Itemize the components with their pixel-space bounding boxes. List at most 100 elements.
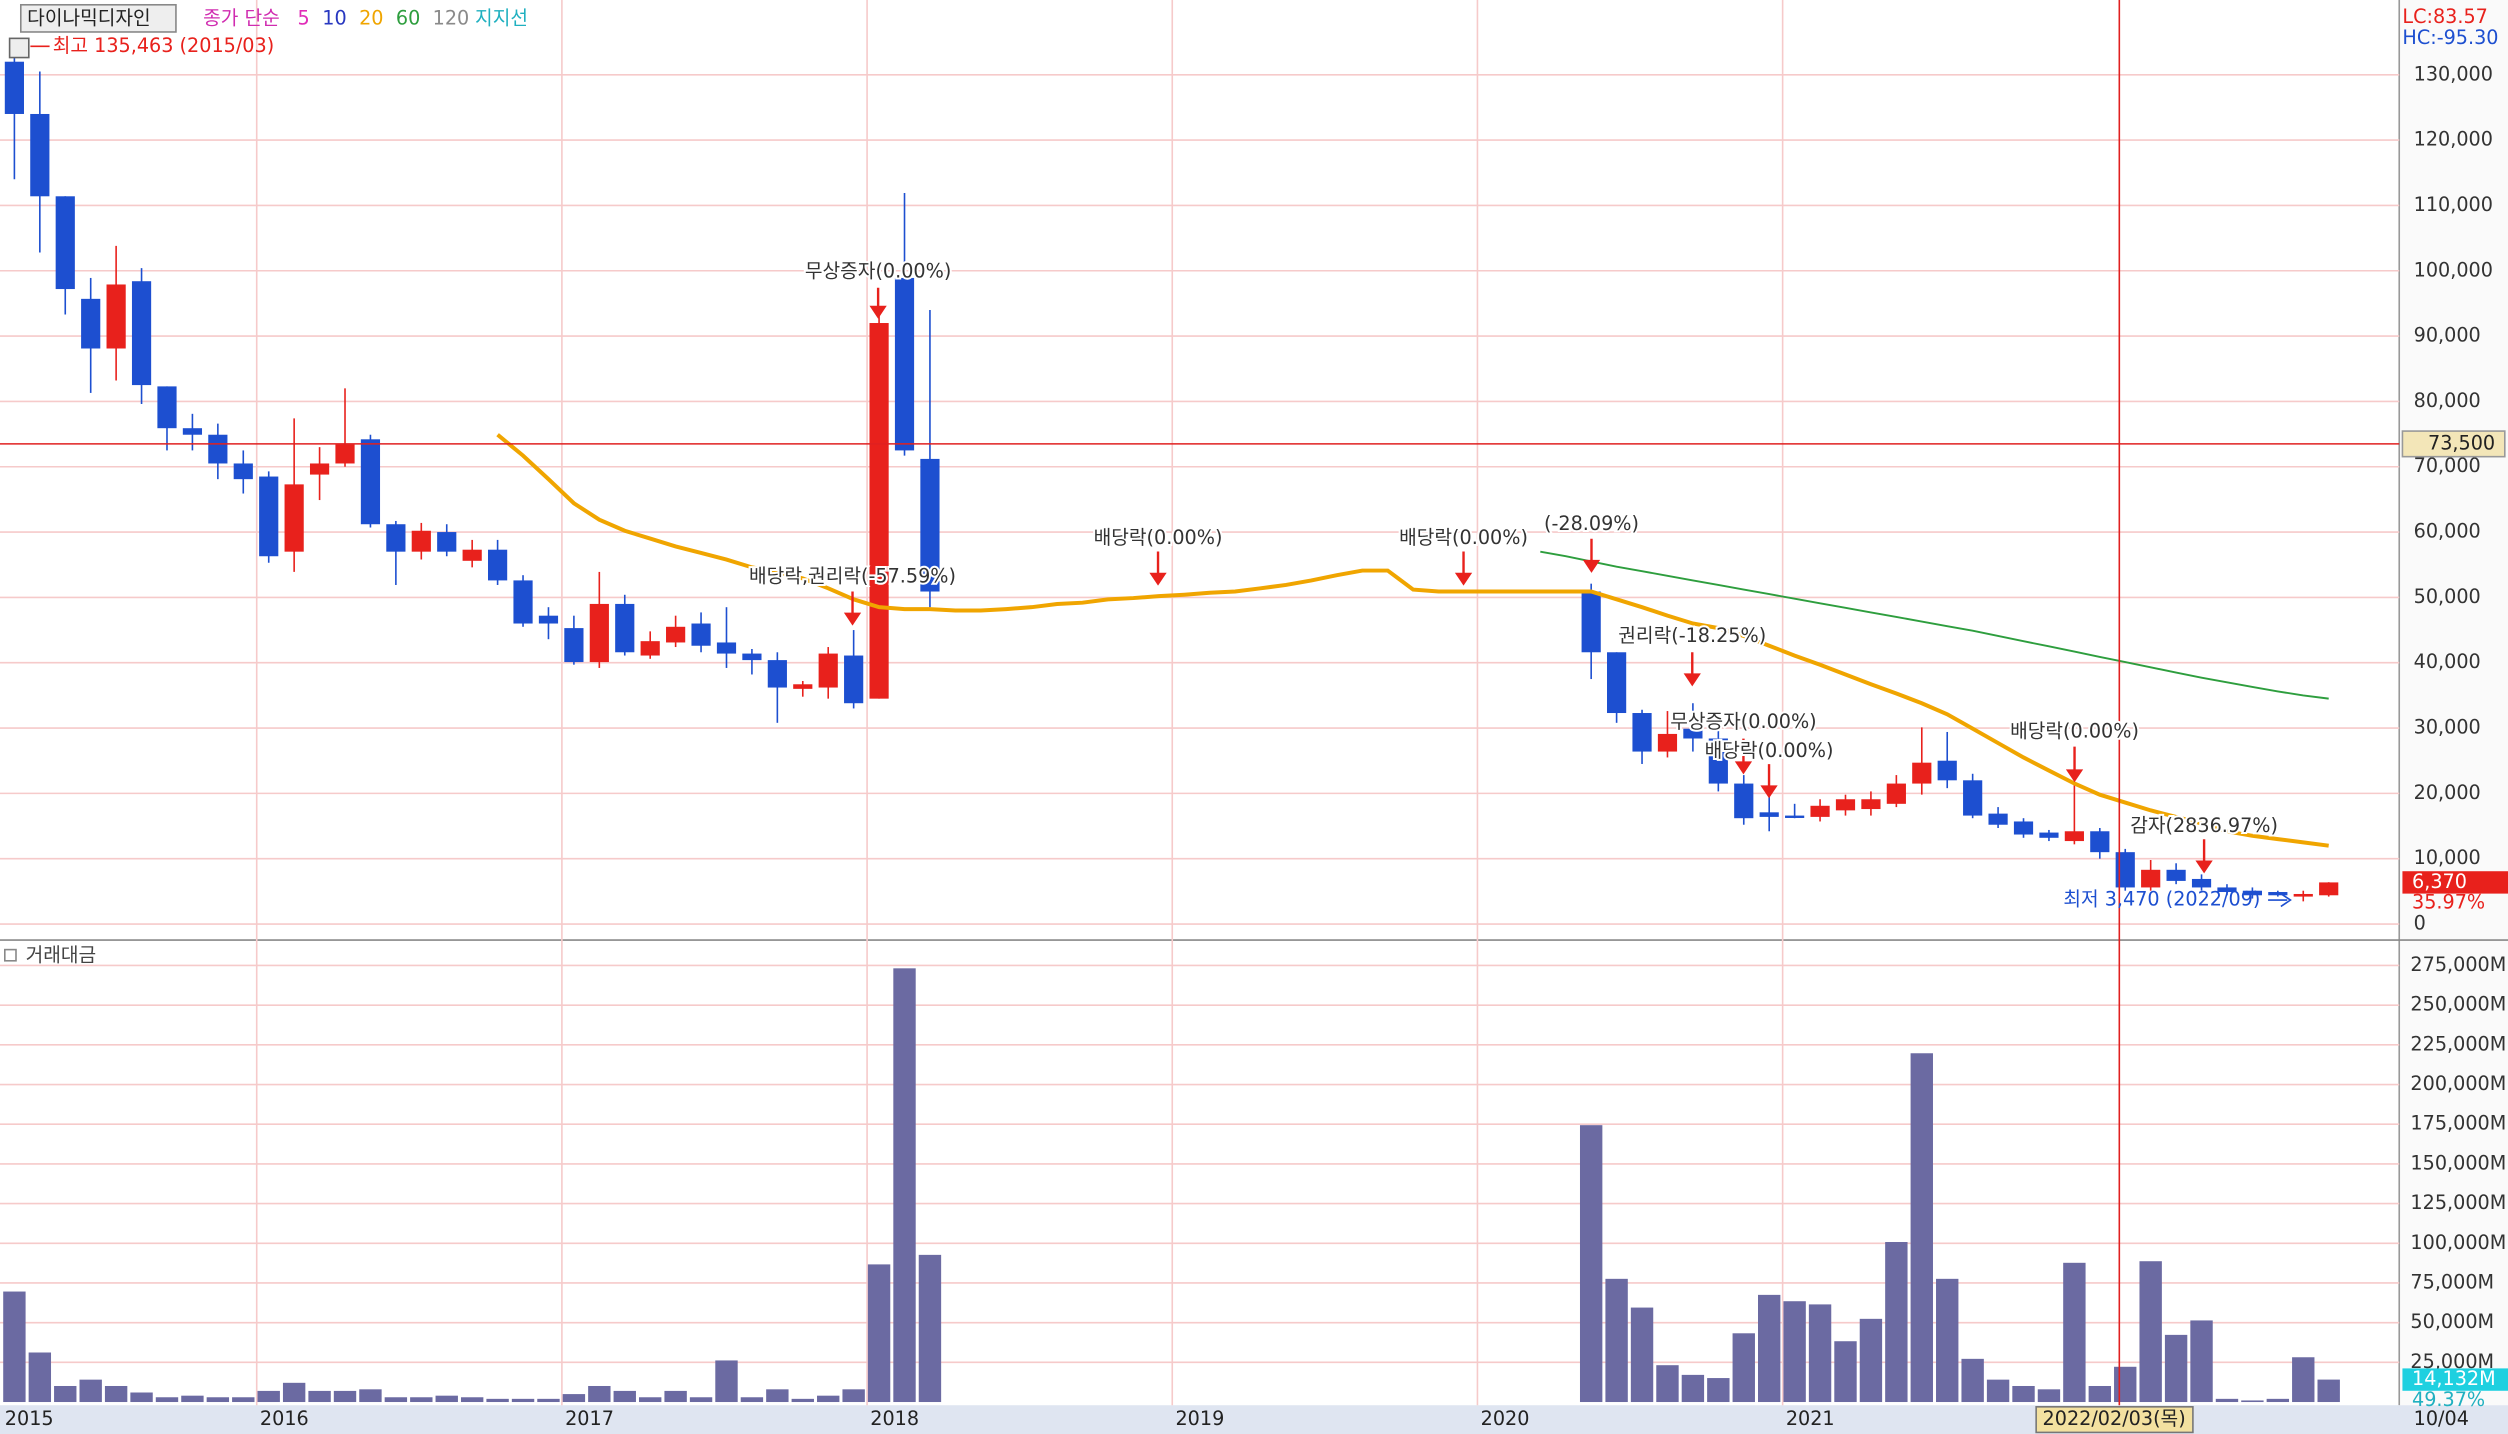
volume-bar [791,1398,814,1403]
candle-body [411,530,431,552]
volume-bar [1757,1294,1781,1403]
volume-bar [1910,1053,1933,1403]
volume-bar [384,1397,408,1403]
candle-body [1734,783,1754,819]
candle-body [488,549,508,581]
volume-bar [2012,1385,2035,1403]
volume-bar [1656,1365,1679,1403]
volume-bar [232,1397,255,1403]
y-tick-label: 110,000 [2414,193,2493,216]
candle-body [1810,805,1830,817]
volume-bar [359,1389,382,1403]
y-tick-label: 25,000M [2410,1350,2494,1373]
candle-body [157,386,177,429]
x-tick-label: 2020 [1481,1407,1530,1430]
volume-bar [308,1390,331,1403]
event-arrow [2195,839,2213,874]
candle-body [2039,832,2059,838]
candle-body [1912,762,1932,784]
volume-bar [842,1389,865,1403]
y-tick-label: 0 [2414,912,2426,935]
last-price-box [2402,871,2508,894]
candle-body [30,113,50,197]
volume-bar [715,1360,738,1403]
volume-bar [1885,1242,1908,1403]
crosshair-price-box [2401,430,2506,458]
y-tick-label: 250,000M [2410,993,2506,1016]
volume-title: 거래대금 [26,944,97,967]
legend-entry: 60 [396,7,420,30]
y-tick-label: 75,000M [2410,1270,2494,1293]
y-tick-label: 275,000M [2410,953,2506,976]
x-tick-label: 2015 [5,1407,54,1430]
volume-bar [1630,1307,1654,1403]
y-tick-label: 30,000 [2414,716,2481,739]
moving-average-line [496,433,2329,848]
volume-bar [1681,1374,1705,1403]
event-arrow [843,591,862,626]
volume-bar [435,1395,458,1403]
hc-label: HC:-95.30 [2402,26,2498,49]
labels: 다이나믹디자인 종가 단순 지지선 LC:83.57 HC:-95.30 최고 … [3,3,2508,1434]
volume-bar [766,1389,789,1403]
volume-bar [2114,1366,2137,1403]
candle-body [538,615,559,624]
candle-body [2191,878,2212,888]
last-volume: 14,132M [2412,1367,2496,1390]
y-tick-label: 200,000M [2410,1072,2506,1095]
volume-bar [282,1382,306,1403]
candle-body [182,428,203,435]
candle-body [844,655,864,704]
event-annotation: (-28.09%) [1544,512,1639,535]
volume-bar [333,1390,357,1403]
candle-body [1861,799,1881,810]
volume-bar [664,1390,687,1403]
volume-bar [740,1397,764,1403]
volume-bar [181,1395,204,1403]
volume-bar [867,1264,891,1403]
volume-bar [1808,1304,1832,1403]
event-annotation: 배당락(0.00%) [2010,720,2139,743]
volume-bar [2317,1379,2340,1403]
candle-body [691,623,711,646]
volume-bar [28,1352,52,1403]
candle-body [742,653,762,661]
event-arrow [1760,764,1778,799]
max-label: 최고 135,463 (2015/03) [53,34,274,57]
event-annotation: 감자(2836.97%) [2130,814,2278,837]
min-label: 최저 3,470 (2022/09) [2063,888,2260,911]
candle-body [335,444,355,464]
candle-body [360,439,381,525]
volume-bar [486,1398,509,1403]
stock-name[interactable]: 다이나믹디자인 [27,7,151,30]
candle-body [233,463,253,480]
candle-body [2166,869,2186,881]
volume-bar [588,1385,611,1403]
volume-bar [79,1379,102,1403]
today-label: 10/04 [2414,1407,2469,1430]
event-annotation: 배당락(0.00%) [1399,526,1528,549]
event-arrow [1454,551,1473,586]
volume-bar [918,1254,942,1403]
y-tick-label: 60,000 [2414,520,2481,543]
stock-name-box[interactable] [19,3,177,33]
volume-bar [2241,1400,2264,1403]
candle-body [1785,815,1805,818]
y-tick-label: 225,000M [2410,1032,2506,1055]
right-axis-bg [2399,0,2508,1406]
event-annotation: 무상증자(0.00%) [1670,710,1816,733]
candle-body [869,323,889,699]
volume-bar [1783,1301,1806,1403]
last-volume-box [2402,1368,2508,1391]
volume-bar [537,1398,560,1403]
icon[interactable] [8,37,30,59]
legend-entry: 5 [298,7,310,30]
volume-bar [2139,1261,2162,1403]
volume-bar [3,1291,26,1403]
candle-body [513,580,533,624]
candle-body [589,603,609,663]
volume-bar [1961,1358,1984,1403]
y-tick-label: 50,000M [2410,1310,2494,1333]
event-annotation: 배당락,권리락(-57.59%) [749,565,956,588]
